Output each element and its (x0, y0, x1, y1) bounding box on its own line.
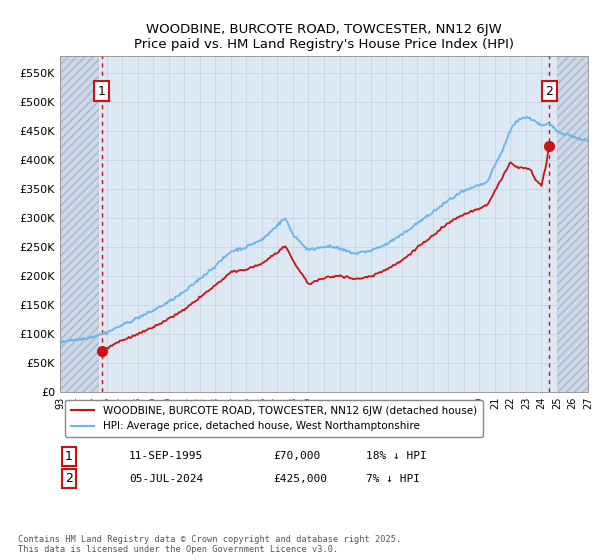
Bar (557, 56, 588, 392)
Text: £70,000: £70,000 (273, 451, 320, 461)
Text: 05-JUL-2024: 05-JUL-2024 (129, 474, 203, 484)
Text: 11-SEP-1995: 11-SEP-1995 (129, 451, 203, 461)
Text: Contains HM Land Registry data © Crown copyright and database right 2025.
This d: Contains HM Land Registry data © Crown c… (18, 535, 401, 554)
Bar (60, 56, 99, 392)
Text: £425,000: £425,000 (273, 474, 327, 484)
Text: 2: 2 (545, 85, 553, 98)
Text: 7% ↓ HPI: 7% ↓ HPI (366, 474, 420, 484)
Text: 1: 1 (65, 450, 73, 463)
Text: 2: 2 (65, 472, 73, 486)
Text: 18% ↓ HPI: 18% ↓ HPI (366, 451, 427, 461)
Text: 1: 1 (98, 85, 106, 98)
Legend: WOODBINE, BURCOTE ROAD, TOWCESTER, NN12 6JW (detached house), HPI: Average price: WOODBINE, BURCOTE ROAD, TOWCESTER, NN12 … (65, 400, 483, 437)
Title: WOODBINE, BURCOTE ROAD, TOWCESTER, NN12 6JW
Price paid vs. HM Land Registry's Ho: WOODBINE, BURCOTE ROAD, TOWCESTER, NN12 … (134, 22, 514, 50)
